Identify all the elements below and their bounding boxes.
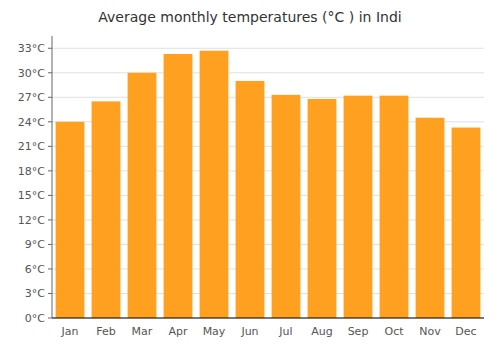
bar [308, 99, 337, 318]
x-tick-label: Jan [61, 325, 79, 338]
y-tick [48, 268, 52, 269]
bar [56, 122, 85, 318]
y-tick-label: 12°C [18, 214, 45, 227]
bar [128, 73, 157, 318]
grid [52, 48, 484, 318]
y-tick-label: 27°C [18, 91, 45, 104]
y-tick [48, 48, 52, 49]
bar [236, 81, 265, 318]
y-tick [48, 318, 52, 319]
y-tick-label: 0°C [25, 312, 45, 325]
bars [56, 51, 481, 318]
grid-line [52, 72, 484, 73]
y-tick-label: 3°C [25, 287, 45, 300]
x-tick-label: May [203, 325, 226, 338]
y-tick [48, 293, 52, 294]
grid-line [52, 97, 484, 98]
x-tick-label: Nov [419, 325, 441, 338]
x-tick-label: Sep [348, 325, 369, 338]
x-tick-label: Jun [240, 325, 258, 338]
bar [452, 128, 481, 318]
x-tick-label: Dec [455, 325, 476, 338]
chart-container: Average monthly temperatures (°C ) in In… [0, 0, 500, 350]
y-axis-line [52, 36, 53, 318]
y-tick-label: 6°C [25, 263, 45, 276]
title: Average monthly temperatures (°C ) in In… [98, 9, 401, 25]
y-tick-label: 21°C [18, 140, 45, 153]
bar [164, 54, 193, 318]
y-tick [48, 195, 52, 196]
grid-line [52, 318, 484, 319]
x-tick-label: Oct [384, 325, 404, 338]
chart: Average monthly temperatures (°C ) in In… [0, 0, 500, 350]
y-tick [48, 97, 52, 98]
y-tick [48, 72, 52, 73]
bar [380, 96, 409, 318]
y-tick-label: 15°C [18, 189, 45, 202]
x-tick-label: Apr [168, 325, 188, 338]
y-tick-label: 33°C [18, 42, 45, 55]
x-tick-label: Mar [132, 325, 153, 338]
y-tick [48, 244, 52, 245]
x-tick-label: Aug [311, 325, 332, 338]
y-tick [48, 170, 52, 171]
bar [200, 51, 229, 318]
x-tick-label: Jul [278, 325, 292, 338]
y-tick [48, 219, 52, 220]
x-axis-line [52, 318, 484, 319]
bar [92, 101, 121, 318]
x-tick-label: Feb [96, 325, 115, 338]
y-tick-label: 24°C [18, 116, 45, 129]
y-tick [48, 121, 52, 122]
bar [416, 118, 445, 318]
y-tick-label: 18°C [18, 165, 45, 178]
y-tick-label: 9°C [25, 238, 45, 251]
bar [344, 96, 373, 318]
y-tick-label: 30°C [18, 67, 45, 80]
y-tick [48, 146, 52, 147]
grid-line [52, 48, 484, 49]
bar [272, 95, 301, 318]
